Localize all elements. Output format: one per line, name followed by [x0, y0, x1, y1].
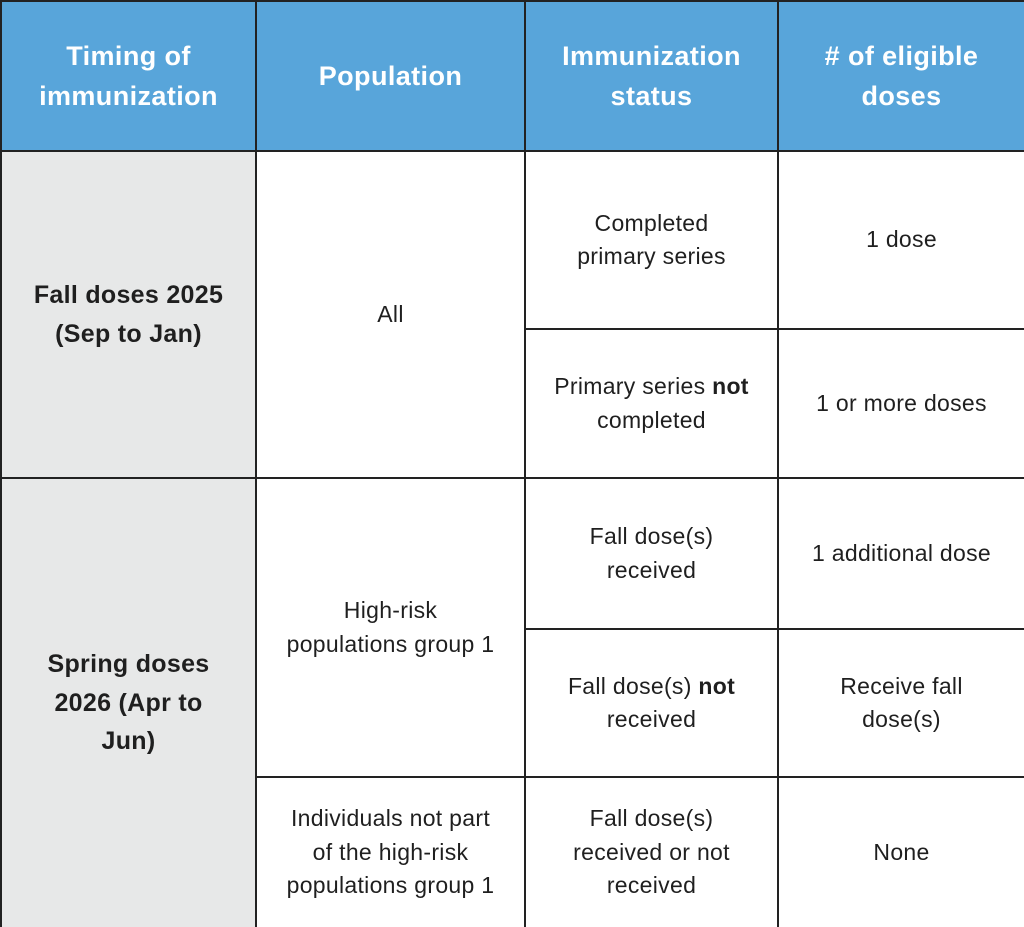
cell-fall-row1-doses: 1 dose: [777, 150, 1024, 330]
cell-spring-timing: Spring doses 2026 (Apr to Jun): [0, 477, 257, 927]
spring-row2-status-bold: not: [698, 672, 736, 699]
fall-row2-status-line2: completed: [597, 406, 706, 433]
header-timing: Timing of immunization: [0, 0, 257, 152]
header-population-label: Population: [318, 60, 463, 91]
header-row: Timing of immunization Population Immuni…: [0, 0, 1024, 152]
cell-spring-row2-doses: Receive fall dose(s): [777, 628, 1024, 778]
cell-fall-timing: Fall doses 2025 (Sep to Jan): [0, 150, 257, 479]
spring-row3-population-line2: of the high-risk: [312, 838, 469, 865]
spring-population-line2: populations group 1: [286, 630, 495, 657]
header-doses-line1: # of eligible: [824, 40, 979, 71]
fall-row1-status-line1: Completed: [594, 209, 709, 236]
header-timing-line1: Timing of: [66, 40, 191, 71]
table-row: Fall dose(s) not received Receive fall d…: [1, 628, 1024, 778]
fall-row1-doses-label: 1 dose: [866, 226, 937, 253]
spring-row3-status-line3: received: [606, 872, 697, 899]
cell-fall-row2-status: Primary series not completed: [524, 328, 779, 479]
header-doses-line2: doses: [861, 81, 942, 111]
header-population: Population: [255, 0, 526, 152]
spring-row2-doses-line2: dose(s): [862, 706, 941, 732]
fall-population-label: All: [377, 300, 404, 327]
spring-timing-line2: 2026 (Apr to: [54, 688, 203, 717]
spring-row2-doses-line1: Receive fall: [840, 672, 963, 699]
table-row: Individuals not part of the high-risk po…: [1, 776, 1024, 927]
spring-row3-status-line2: received or not: [573, 838, 730, 865]
header-status-line1: Immunization: [562, 40, 741, 71]
header-timing-line2: immunization: [39, 81, 218, 111]
cell-spring-population-other: Individuals not part of the high-risk po…: [255, 776, 526, 927]
header-status: Immunization status: [524, 0, 779, 152]
cell-spring-population-highrisk: High-risk populations group 1: [255, 477, 526, 778]
table-row: Spring doses 2026 (Apr to Jun) High-risk…: [0, 477, 1024, 927]
spring-timing-line1: Spring doses: [47, 649, 210, 678]
spring-row1-status-line1: Fall dose(s): [589, 523, 714, 550]
spring-row2-status-pre: Fall dose(s): [567, 672, 699, 699]
fall-row2-doses-label: 1 or more doses: [816, 389, 987, 416]
fall-row2-status-line1: Primary series not: [540, 370, 763, 403]
fall-row2-status-bold: not: [712, 373, 749, 400]
cell-spring-row1-status: Fall dose(s) received: [524, 477, 779, 630]
cell-spring-row3-status: Fall dose(s) received or not received: [524, 776, 779, 927]
spring-row3-status-line1: Fall dose(s): [589, 805, 714, 832]
cell-spring-row1-doses: 1 additional dose: [777, 477, 1024, 630]
cell-spring-row3-doses: None: [777, 776, 1024, 927]
spring-population-line1: High-risk: [343, 597, 438, 624]
header-doses: # of eligible doses: [777, 0, 1024, 152]
spring-timing-line3: Jun): [101, 727, 156, 756]
cell-fall-population: All: [255, 150, 526, 479]
spring-row2-status-line2: received: [606, 706, 697, 732]
spring-row2-status-line1: Fall dose(s) not: [540, 670, 763, 703]
fall-timing-line2: (Sep to Jan): [55, 319, 202, 348]
table-row: Fall doses 2025 (Sep to Jan) All Complet…: [0, 150, 1024, 479]
cell-fall-row2-doses: 1 or more doses: [777, 328, 1024, 479]
table-row: Primary series not completed 1 or more d…: [1, 328, 1024, 479]
spring-row1-status-line2: received: [606, 556, 697, 583]
fall-timing-line1: Fall doses 2025: [33, 280, 224, 309]
cell-fall-row1-status: Completed primary series: [524, 150, 779, 330]
cell-spring-row2-status: Fall dose(s) not received: [524, 628, 779, 778]
header-status-line2: status: [610, 81, 693, 111]
spring-row3-population-line3: populations group 1: [286, 872, 495, 899]
fall-row1-status-line2: primary series: [577, 243, 726, 269]
spring-row3-doses-label: None: [873, 838, 930, 865]
fall-row2-status-pre: Primary series: [554, 373, 713, 400]
spring-row3-population-line1: Individuals not part: [290, 805, 491, 832]
spring-row1-doses-label: 1 additional dose: [811, 539, 991, 566]
